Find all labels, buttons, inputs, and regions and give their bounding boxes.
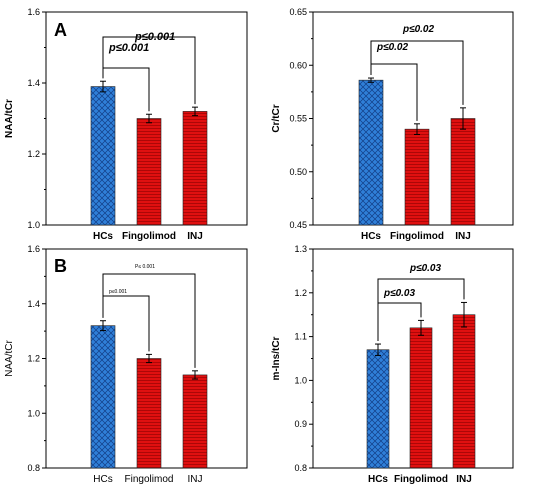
category-label: INJ xyxy=(456,474,472,485)
bar-hcs xyxy=(358,79,384,226)
category-label: Fingolimod xyxy=(394,474,448,485)
y-tick-label: 0.8 xyxy=(27,463,40,473)
y-tick-label: 1.0 xyxy=(294,375,307,385)
significance-label: P≤ 0.001 xyxy=(135,264,155,270)
bar-fingolimod xyxy=(136,118,162,226)
y-tick-label: 0.55 xyxy=(289,114,307,124)
bar-inj xyxy=(182,374,208,469)
category-label: HCs xyxy=(361,231,381,242)
y-tick-label: 1.0 xyxy=(27,220,40,230)
bar-hcs xyxy=(90,86,116,226)
category-label: Fingolimod xyxy=(390,231,444,242)
panel-letter: B xyxy=(54,256,67,276)
y-tick-label: 1.3 xyxy=(294,244,307,254)
y-tick-label: 0.45 xyxy=(289,220,307,230)
y-tick-label: 0.60 xyxy=(289,60,307,70)
significance-label: p≤0.02 xyxy=(376,42,408,53)
y-axis-label: m-Ins/tCr xyxy=(271,336,282,380)
bar-inj xyxy=(450,118,476,226)
y-tick-label: 0.50 xyxy=(289,167,307,177)
significance-bracket xyxy=(370,40,464,105)
significance-label: p≤0.001 xyxy=(134,31,175,43)
bar-fingolimod xyxy=(136,358,162,469)
category-label: HCs xyxy=(368,474,388,485)
category-label: HCs xyxy=(93,231,113,242)
y-tick-label: 1.4 xyxy=(27,299,40,309)
category-label: INJ xyxy=(455,231,471,242)
y-axis-label: NAA/tCr xyxy=(4,339,15,376)
chart-panel-4: 0.8 0.9 1.0 1.1 1.2 1.3 m-Ins/tCr HCs Fingolimod… xyxy=(271,244,514,485)
significance-bracket xyxy=(377,278,465,342)
y-tick-label: 0.8 xyxy=(294,463,307,473)
bar-hcs xyxy=(90,325,116,469)
bar-hcs xyxy=(366,349,390,469)
y-axis-label: Cr/tCr xyxy=(271,104,282,132)
significance-label: p≤0.001 xyxy=(109,289,127,295)
significance-bracket xyxy=(102,36,196,105)
significance-label: p≤0.02 xyxy=(402,24,434,35)
y-tick-label: 1.4 xyxy=(27,78,40,88)
significance-label: p≤0.03 xyxy=(383,288,415,299)
significance-bracket xyxy=(102,273,196,368)
category-label: HCs xyxy=(93,474,112,485)
y-tick-label: 1.1 xyxy=(294,332,307,342)
category-label: INJ xyxy=(187,231,203,242)
y-tick-label: 0.65 xyxy=(289,7,307,17)
y-axis-label: NAA/tCr xyxy=(4,99,15,138)
panel-letter: A xyxy=(54,20,67,40)
bar-fingolimod xyxy=(404,128,430,226)
y-tick-label: 1.0 xyxy=(27,408,40,418)
chart-panel-3: 0.8 1.0 1.2 1.4 1.6 NAA/tCr HCs Fingolimod INJ p≤… xyxy=(4,244,248,485)
y-tick-label: 1.6 xyxy=(27,244,40,254)
category-label: INJ xyxy=(188,474,203,485)
chart-panel-1: 1.0 1.2 1.4 1.6 NAA/tCr HCs Fingolimod INJ p≤0.0… xyxy=(4,7,248,242)
significance-label: p≤0.03 xyxy=(409,263,441,274)
y-tick-label: 1.2 xyxy=(27,149,40,159)
significance-label: p≤0.001 xyxy=(108,42,149,54)
bar-inj xyxy=(452,314,476,469)
bar-fingolimod xyxy=(409,327,433,469)
y-tick-label: 1.6 xyxy=(27,7,40,17)
chart-panel-2: 0.45 0.50 0.55 0.60 0.65 Cr/tCr HCs Fingolimod I… xyxy=(271,7,514,242)
category-label: Fingolimod xyxy=(122,231,176,242)
y-tick-label: 0.9 xyxy=(294,419,307,429)
bar-inj xyxy=(182,111,208,226)
y-tick-label: 1.2 xyxy=(294,288,307,298)
y-tick-label: 1.2 xyxy=(27,354,40,364)
category-label: Fingolimod xyxy=(125,474,174,485)
